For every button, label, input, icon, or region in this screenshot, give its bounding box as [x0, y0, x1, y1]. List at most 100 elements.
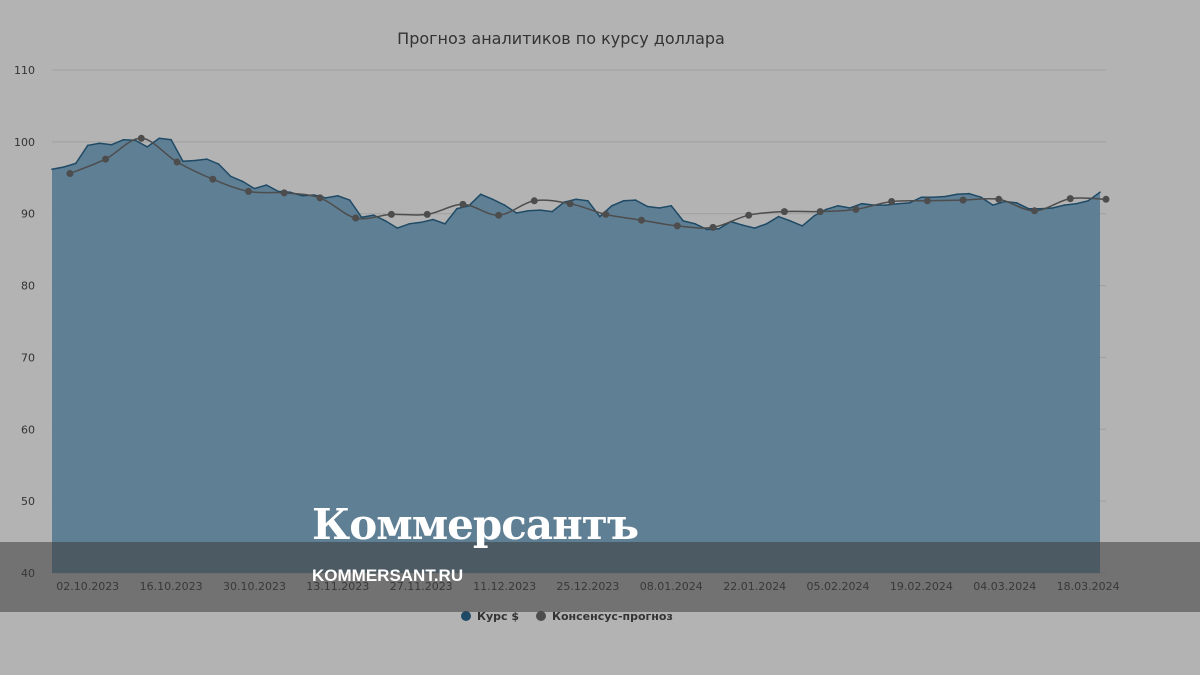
- rate-point: [837, 205, 839, 207]
- rate-point: [146, 146, 149, 148]
- chart-title: Прогноз аналитиков по курсу доллара: [397, 29, 725, 48]
- rate-point: [896, 202, 899, 205]
- rate-point: [503, 204, 506, 206]
- rate-point: [539, 209, 542, 211]
- rate-point: [158, 137, 160, 140]
- rate-point: [932, 196, 935, 198]
- rate-point: [301, 195, 303, 197]
- rate-point: [432, 218, 434, 221]
- y-tick-label: 50: [21, 495, 35, 508]
- rate-point: [742, 224, 744, 226]
- rate-point: [491, 198, 494, 201]
- rate-point: [86, 144, 89, 147]
- y-tick-label: 80: [21, 280, 35, 293]
- rate-point: [456, 207, 458, 210]
- rate-point: [789, 220, 792, 222]
- watermark-brand: Коммерсантъ: [312, 500, 639, 549]
- forecast-point: [173, 158, 181, 166]
- forecast-point: [888, 198, 896, 205]
- forecast-point: [1102, 195, 1110, 203]
- rate-point: [968, 192, 970, 195]
- forecast-point: [780, 208, 788, 216]
- rate-point: [861, 202, 863, 205]
- rate-point: [253, 187, 256, 190]
- rate-point: [98, 142, 101, 145]
- rate-area-layer: [51, 137, 1101, 574]
- watermark-site: KOMMERSANT.RU: [312, 566, 464, 585]
- rate-area: [52, 138, 1100, 574]
- forecast-point: [66, 170, 74, 177]
- y-tick-label: 90: [21, 208, 35, 221]
- rate-point: [706, 228, 708, 231]
- rate-point: [75, 162, 77, 165]
- rate-point: [194, 159, 196, 162]
- forecast-point: [709, 223, 717, 231]
- rate-point: [241, 180, 244, 183]
- rate-point: [277, 190, 280, 193]
- forecast-point: [137, 134, 145, 142]
- forecast-point: [959, 196, 967, 204]
- y-tick-label: 100: [14, 136, 35, 149]
- legend-item-label: Курс $: [477, 610, 519, 623]
- rate-point: [599, 215, 601, 218]
- rate-point: [777, 215, 780, 218]
- rate-point: [1015, 202, 1018, 204]
- rate-point: [551, 210, 553, 213]
- forecast-point: [852, 205, 860, 213]
- rate-point: [658, 207, 661, 209]
- forecast-point: [423, 210, 431, 218]
- rate-point: [515, 212, 518, 214]
- legend-marker: [536, 611, 546, 621]
- rate-point: [325, 197, 327, 199]
- rate-point: [813, 215, 815, 217]
- rate-point: [527, 210, 530, 212]
- rate-point: [694, 223, 696, 225]
- y-tick-label: 70: [21, 351, 35, 364]
- rate-point: [408, 223, 411, 225]
- rate-point: [622, 200, 625, 202]
- rate-point: [122, 138, 125, 141]
- forecast-point: [495, 211, 503, 219]
- rate-point: [348, 199, 351, 201]
- rate-point: [51, 168, 53, 170]
- rate-point: [801, 225, 804, 227]
- rate-point: [479, 193, 482, 196]
- rate-point: [944, 195, 946, 198]
- watermark-band: [0, 542, 1200, 612]
- forecast-point: [316, 194, 324, 202]
- rate-point: [849, 207, 851, 209]
- legend: Курс $ Консенсус-прогноз: [461, 610, 673, 623]
- rate-point: [1027, 207, 1030, 210]
- forecast-point: [638, 216, 645, 224]
- rate-point: [372, 214, 375, 216]
- rate-point: [718, 228, 720, 230]
- rate-point: [217, 163, 220, 165]
- rate-point: [420, 221, 423, 224]
- forecast-point: [995, 195, 1003, 203]
- rate-point: [825, 208, 827, 211]
- forecast-point: [352, 214, 360, 222]
- rate-point: [444, 223, 446, 225]
- forecast-point: [1031, 207, 1038, 215]
- rate-point: [682, 220, 684, 222]
- forecast-point: [1066, 195, 1074, 203]
- rate-point: [611, 205, 613, 207]
- rate-point: [182, 160, 184, 163]
- forecast-point: [673, 222, 681, 230]
- forecast-point: [566, 200, 574, 208]
- rate-point: [360, 216, 363, 219]
- y-axis-ticks: 405060708090100110: [14, 64, 35, 580]
- forecast-point: [280, 189, 288, 197]
- legend-item-label: Консенсус-прогноз: [552, 610, 673, 623]
- legend-marker: [461, 611, 471, 621]
- rate-point: [884, 204, 887, 206]
- rate-point: [753, 227, 756, 229]
- rate-point: [229, 175, 232, 178]
- forecast-point: [602, 210, 610, 218]
- rate-point: [110, 143, 113, 146]
- rate-point: [206, 158, 208, 160]
- y-tick-label: 110: [14, 64, 35, 77]
- rate-point: [634, 199, 637, 201]
- forecast-point: [745, 211, 753, 219]
